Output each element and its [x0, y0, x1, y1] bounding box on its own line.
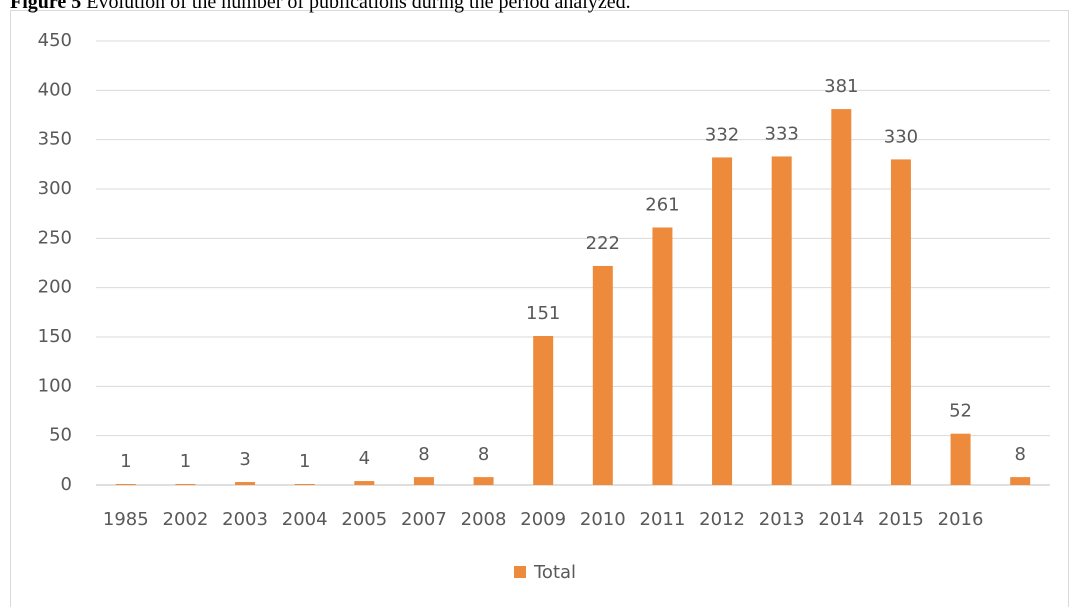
data-label: 3 [239, 449, 250, 470]
bar [712, 157, 733, 485]
x-tick-label: 2015 [878, 509, 924, 530]
x-tick-label: 2014 [818, 509, 864, 530]
x-tick-label: 2010 [580, 509, 626, 530]
bar [354, 481, 375, 485]
bar [771, 156, 792, 485]
bar [115, 484, 136, 485]
x-tick-label: 2008 [461, 509, 507, 530]
data-label: 52 [949, 401, 972, 422]
bar [890, 159, 911, 485]
y-tick-label: 50 [49, 425, 72, 446]
data-label: 1 [120, 451, 131, 472]
y-tick-label: 450 [38, 30, 72, 51]
x-tick-label: 2005 [341, 509, 387, 530]
data-label: 222 [586, 233, 620, 254]
x-tick-label: 2009 [520, 509, 566, 530]
data-label: 330 [884, 126, 918, 147]
y-tick-label: 200 [38, 277, 72, 298]
legend-label: Total [533, 562, 576, 583]
data-label: 1 [299, 451, 310, 472]
data-label: 8 [1014, 444, 1025, 465]
x-tick-label: 2013 [759, 509, 805, 530]
data-label: 333 [765, 123, 799, 144]
x-tick-label: 1985 [103, 509, 149, 530]
data-label: 4 [359, 448, 370, 469]
data-label: 8 [418, 444, 429, 465]
bar [831, 109, 852, 485]
bar [533, 336, 554, 485]
data-label: 332 [705, 124, 739, 145]
x-tick-label: 2011 [640, 509, 686, 530]
bar [1010, 477, 1031, 485]
y-tick-label: 300 [38, 178, 72, 199]
bar [413, 477, 434, 485]
y-tick-label: 400 [38, 79, 72, 100]
x-tick-label: 2007 [401, 509, 447, 530]
y-tick-label: 150 [38, 326, 72, 347]
chart-title: Figure 5 Evolution of the number of publi… [10, 0, 631, 13]
x-tick-label: 2002 [163, 509, 209, 530]
legend-swatch [514, 566, 526, 578]
x-tick-label: 2003 [222, 509, 268, 530]
data-label: 1 [180, 451, 191, 472]
bar [473, 477, 494, 485]
bar [652, 227, 673, 486]
bar [950, 433, 971, 485]
bar [592, 265, 613, 485]
y-tick-label: 350 [38, 129, 72, 150]
data-label: 261 [645, 194, 679, 215]
title-label: Figure 5 [10, 0, 81, 13]
bar [235, 482, 256, 485]
y-tick-label: 0 [61, 474, 72, 495]
y-tick-label: 100 [38, 375, 72, 396]
bar [294, 484, 315, 485]
title-text: Evolution of the number of publications … [86, 0, 630, 13]
bar [175, 484, 196, 485]
y-tick-label: 250 [38, 227, 72, 248]
x-tick-label: 2004 [282, 509, 328, 530]
x-tick-label: 2016 [938, 509, 984, 530]
x-tick-label: 2012 [699, 509, 745, 530]
data-label: 381 [824, 76, 858, 97]
data-label: 151 [526, 303, 560, 324]
data-label: 8 [478, 444, 489, 465]
